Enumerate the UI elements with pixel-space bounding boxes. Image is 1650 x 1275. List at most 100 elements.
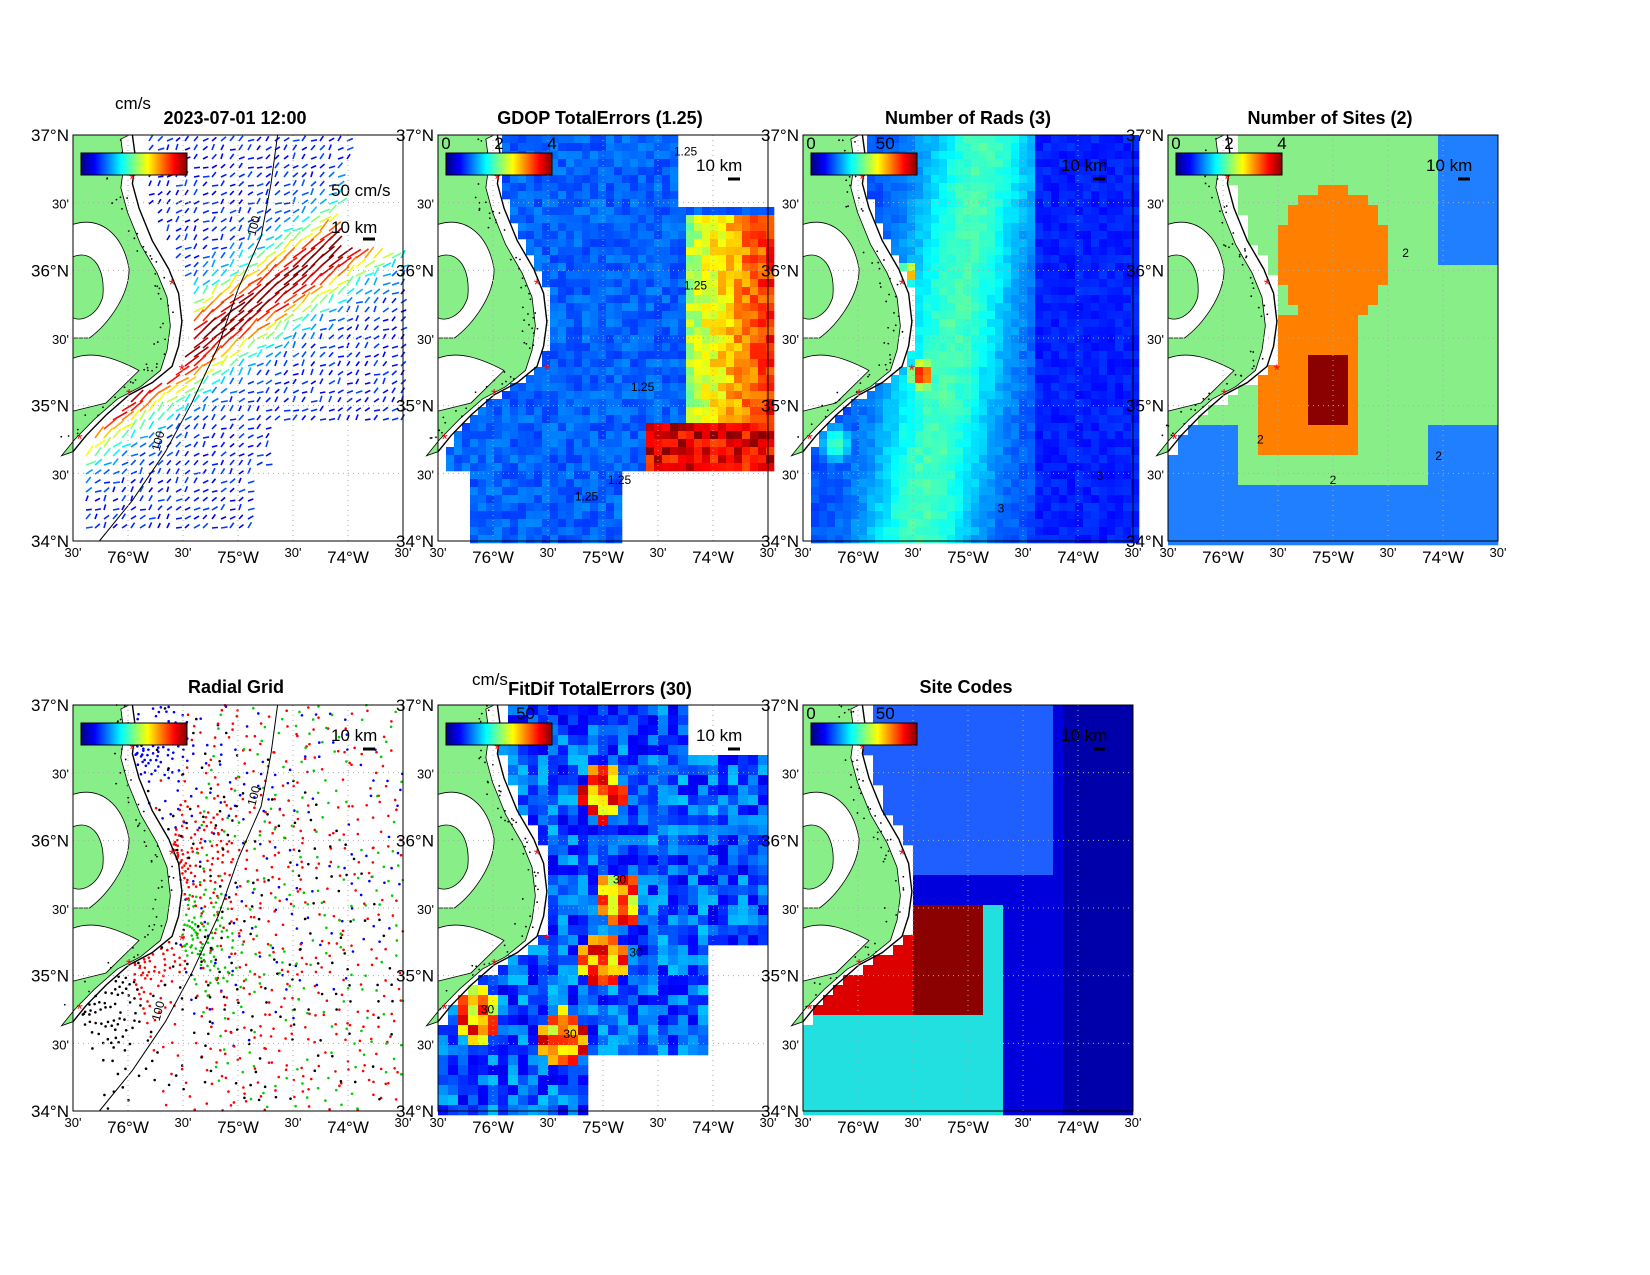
grid-cell [494,423,503,432]
grid-cell [534,239,543,248]
grid-cell [542,183,551,192]
current-arrow [265,236,275,241]
current-arrow [247,390,255,394]
grid-cell [646,399,655,408]
grid-cell [550,495,559,504]
grid-cell [1107,479,1116,488]
grid-cell [1115,287,1124,296]
grid-cell [582,367,591,376]
current-arrow [265,225,272,232]
grid-cell [931,287,940,296]
current-arrow [247,328,260,340]
current-arrow [346,275,354,286]
grid-cell [1083,215,1092,224]
grid-cell [686,439,695,448]
current-arrow [148,144,154,151]
grid-cell [630,159,639,168]
grid-cell [1107,383,1116,392]
grid-cell [638,151,647,160]
grid-cell [742,415,751,424]
site-marker: * [126,387,132,404]
grid-cell [1083,479,1092,488]
grid-cell [678,239,687,248]
colorbar-segment [447,153,449,175]
grid-cell [1051,303,1060,312]
grid-cell [915,247,924,256]
grid-cell [598,207,607,216]
grid-cell [1027,343,1036,352]
grid-cell [1248,175,1259,186]
grid-cell [558,207,567,216]
grid-cell [987,367,996,376]
current-arrow [112,513,119,520]
current-arrow [364,389,371,394]
colorbar-segment [166,153,168,175]
grid-cell [550,239,559,248]
grid-cell [1123,319,1132,328]
grid-cell [518,191,527,200]
grid-cell [718,279,727,288]
grid-cell [1059,455,1068,464]
panel-gdop: GDOP TotalErrors (1.25)1.251.251.251.251… [396,108,776,567]
current-arrow [274,351,282,358]
grid-cell [630,431,639,440]
grid-cell [1448,185,1459,196]
current-arrow [391,417,399,421]
grid-cell [883,383,892,392]
grid-cell [867,399,876,408]
grid-cell [875,135,884,144]
grid-cell [718,223,727,232]
grid-cell [827,455,836,464]
current-arrow [238,442,245,448]
grid-cell [883,471,892,480]
colorbar-segment [814,153,816,175]
grid-cell [907,239,916,248]
grid-cell [494,479,503,488]
grid-cell [646,135,655,144]
grid-cell [726,375,735,384]
grid-cell [582,223,591,232]
grid-cell [678,383,687,392]
grid-cell [766,447,775,456]
grid-cell [915,391,924,400]
grid-cell [819,503,828,512]
grid-cell [470,431,479,440]
colorbar-segment [841,153,843,175]
grid-cell [558,455,567,464]
grid-cell [766,375,775,384]
colorbar-segment [169,153,171,175]
grid-cell [1083,295,1092,304]
grid-cell [614,159,623,168]
grid-cell [758,439,767,448]
current-arrow [301,135,307,142]
grid-cell [1123,383,1132,392]
grid-cell [955,311,964,320]
grid-cell [931,415,940,424]
lat-tick-label: 30' [52,467,69,482]
current-arrow [274,234,283,241]
grid-cell [686,367,695,376]
grid-cell [1123,367,1132,376]
current-arrow [238,135,244,142]
grid-cell [851,415,860,424]
grid-cell [758,215,767,224]
lon-tick-label: 30' [285,545,302,560]
lon-tick-label: 75°W [217,548,259,567]
grid-cell [915,487,924,496]
grid-cell [638,263,647,272]
current-arrow [166,234,171,241]
grid-cell [1003,319,1012,328]
current-arrow [355,361,360,367]
grid-cell [686,287,695,296]
current-arrow [220,400,228,403]
current-arrow [337,396,342,403]
grid-cell [987,255,996,264]
grid-cell [1051,343,1060,352]
colorbar-segment [133,153,135,175]
grid-cell [630,247,639,256]
grid-cell [694,447,703,456]
current-arrow [319,405,324,412]
grid-cell [907,135,916,144]
grid-cell [955,495,964,504]
lon-tick-label: 30' [905,545,922,560]
